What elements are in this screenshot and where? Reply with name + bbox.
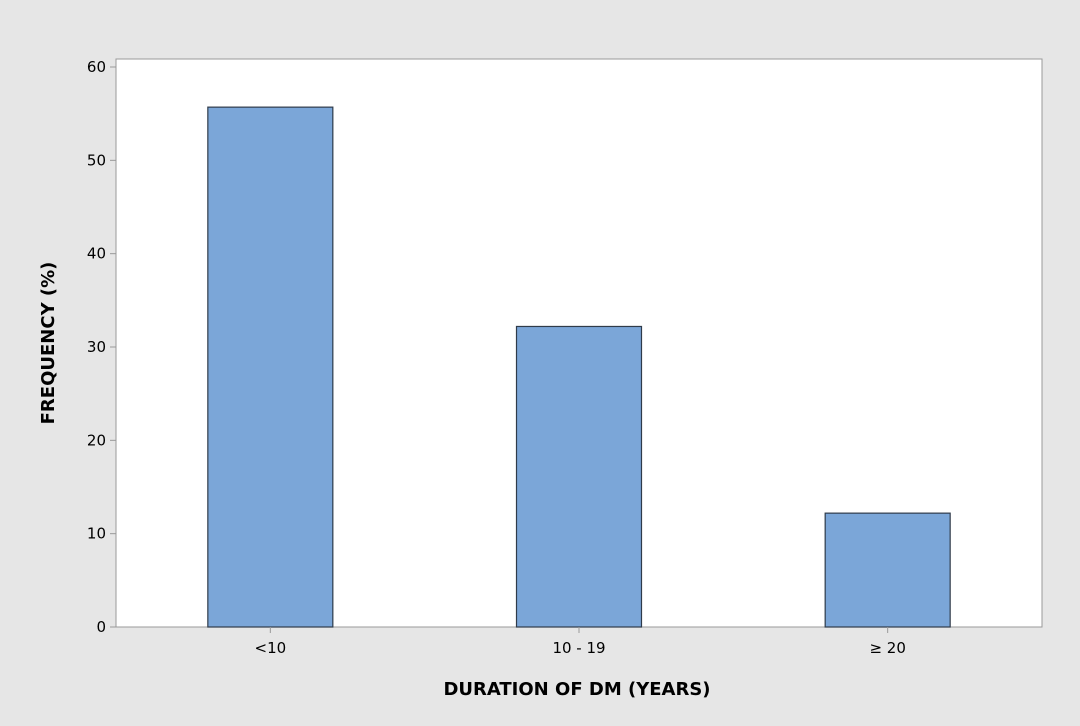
x-axis: <10 10 - 19 ≥ 20 xyxy=(255,627,906,657)
y-axis-title: FREQUENCY (%) xyxy=(38,262,59,425)
y-axis: 0 10 20 30 40 50 60 xyxy=(87,58,116,636)
bar-1 xyxy=(515,325,643,628)
y-tick-label: 30 xyxy=(87,338,106,356)
y-tick-label: 0 xyxy=(96,618,106,636)
bar-0 xyxy=(207,106,334,628)
x-tick-label: 10 - 19 xyxy=(552,639,605,657)
bars-group xyxy=(207,106,951,628)
y-tick-label: 20 xyxy=(87,431,106,449)
x-tick-label: <10 xyxy=(255,639,287,657)
y-tick-label: 50 xyxy=(87,151,106,169)
y-tick-label: 40 xyxy=(87,245,106,263)
x-tick-label: ≥ 20 xyxy=(869,639,905,657)
y-tick-label: 10 xyxy=(87,525,106,543)
x-axis-title: DURATION OF DM (YEARS) xyxy=(443,679,710,700)
bar-2 xyxy=(824,512,951,628)
y-tick-label: 60 xyxy=(87,58,106,76)
